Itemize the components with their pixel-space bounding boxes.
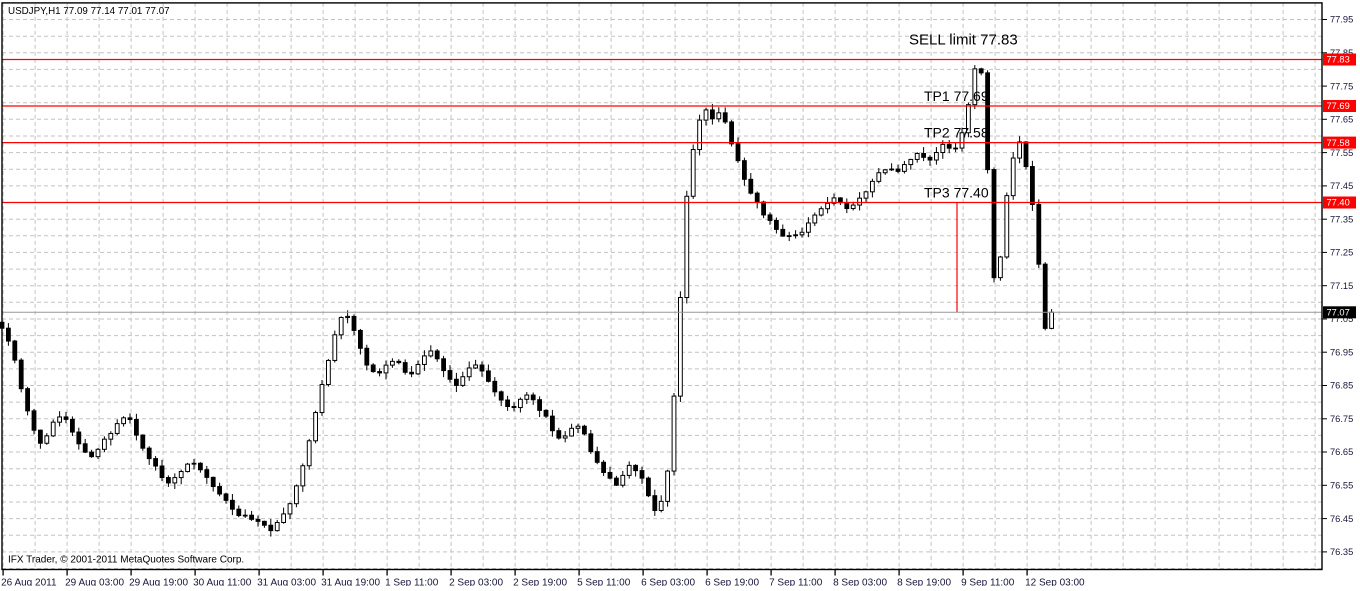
svg-text:6 Sep 19:00: 6 Sep 19:00: [705, 578, 759, 587]
svg-text:2 Sep 03:00: 2 Sep 03:00: [449, 578, 503, 587]
svg-text:TP2 77.58: TP2 77.58: [924, 125, 989, 141]
svg-text:29 Aug 19:00: 29 Aug 19:00: [129, 578, 188, 587]
svg-text:77.69: 77.69: [1327, 101, 1350, 111]
svg-text:77.15: 77.15: [1330, 281, 1353, 291]
svg-text:8 Sep 03:00: 8 Sep 03:00: [833, 578, 887, 587]
svg-text:77.83: 77.83: [1327, 55, 1350, 65]
svg-text:2 Sep 19:00: 2 Sep 19:00: [513, 578, 567, 587]
svg-text:77.25: 77.25: [1330, 248, 1353, 258]
svg-text:29 Aug 03:00: 29 Aug 03:00: [65, 578, 124, 587]
svg-text:USDJPY,H1 77.09 77.14 77.01 7: USDJPY,H1 77.09 77.14 77.01 77.07: [8, 6, 170, 17]
svg-text:IFX Trader, © 2001-2011 MetaQu: IFX Trader, © 2001-2011 MetaQuotes Softw…: [8, 555, 244, 566]
svg-text:76.55: 76.55: [1330, 481, 1353, 491]
svg-text:77.55: 77.55: [1330, 148, 1353, 158]
svg-text:76.35: 76.35: [1330, 547, 1353, 557]
svg-text:76.45: 76.45: [1330, 514, 1353, 524]
svg-text:26 Aug 2011: 26 Aug 2011: [1, 578, 57, 587]
svg-text:76.85: 76.85: [1330, 381, 1353, 391]
svg-text:7 Sep 11:00: 7 Sep 11:00: [769, 578, 823, 587]
svg-text:9 Sep 11:00: 9 Sep 11:00: [961, 578, 1015, 587]
svg-text:77.65: 77.65: [1330, 115, 1353, 125]
svg-text:76.95: 76.95: [1330, 347, 1353, 357]
svg-text:6 Sep 03:00: 6 Sep 03:00: [641, 578, 695, 587]
svg-text:77.58: 77.58: [1327, 138, 1350, 148]
svg-text:5 Sep 11:00: 5 Sep 11:00: [577, 578, 631, 587]
svg-text:8 Sep 19:00: 8 Sep 19:00: [897, 578, 951, 587]
svg-text:77.75: 77.75: [1330, 81, 1353, 91]
svg-text:1 Sep 11:00: 1 Sep 11:00: [385, 578, 439, 587]
svg-text:31 Aug 03:00: 31 Aug 03:00: [257, 578, 316, 587]
svg-text:12 Sep 03:00: 12 Sep 03:00: [1025, 578, 1085, 587]
svg-text:77.40: 77.40: [1327, 198, 1350, 208]
svg-text:TP1 77.69: TP1 77.69: [924, 88, 989, 104]
svg-text:31 Aug 19:00: 31 Aug 19:00: [321, 578, 380, 587]
svg-text:77.07: 77.07: [1327, 308, 1350, 318]
svg-text:TP3 77.40: TP3 77.40: [924, 185, 989, 201]
svg-text:76.75: 76.75: [1330, 414, 1353, 424]
svg-text:77.35: 77.35: [1330, 214, 1353, 224]
svg-text:SELL limit 77.83: SELL limit 77.83: [909, 32, 1018, 49]
svg-text:77.95: 77.95: [1330, 15, 1353, 25]
svg-text:30 Aug 11:00: 30 Aug 11:00: [193, 578, 252, 587]
svg-text:76.65: 76.65: [1330, 447, 1353, 457]
svg-text:77.45: 77.45: [1330, 181, 1353, 191]
